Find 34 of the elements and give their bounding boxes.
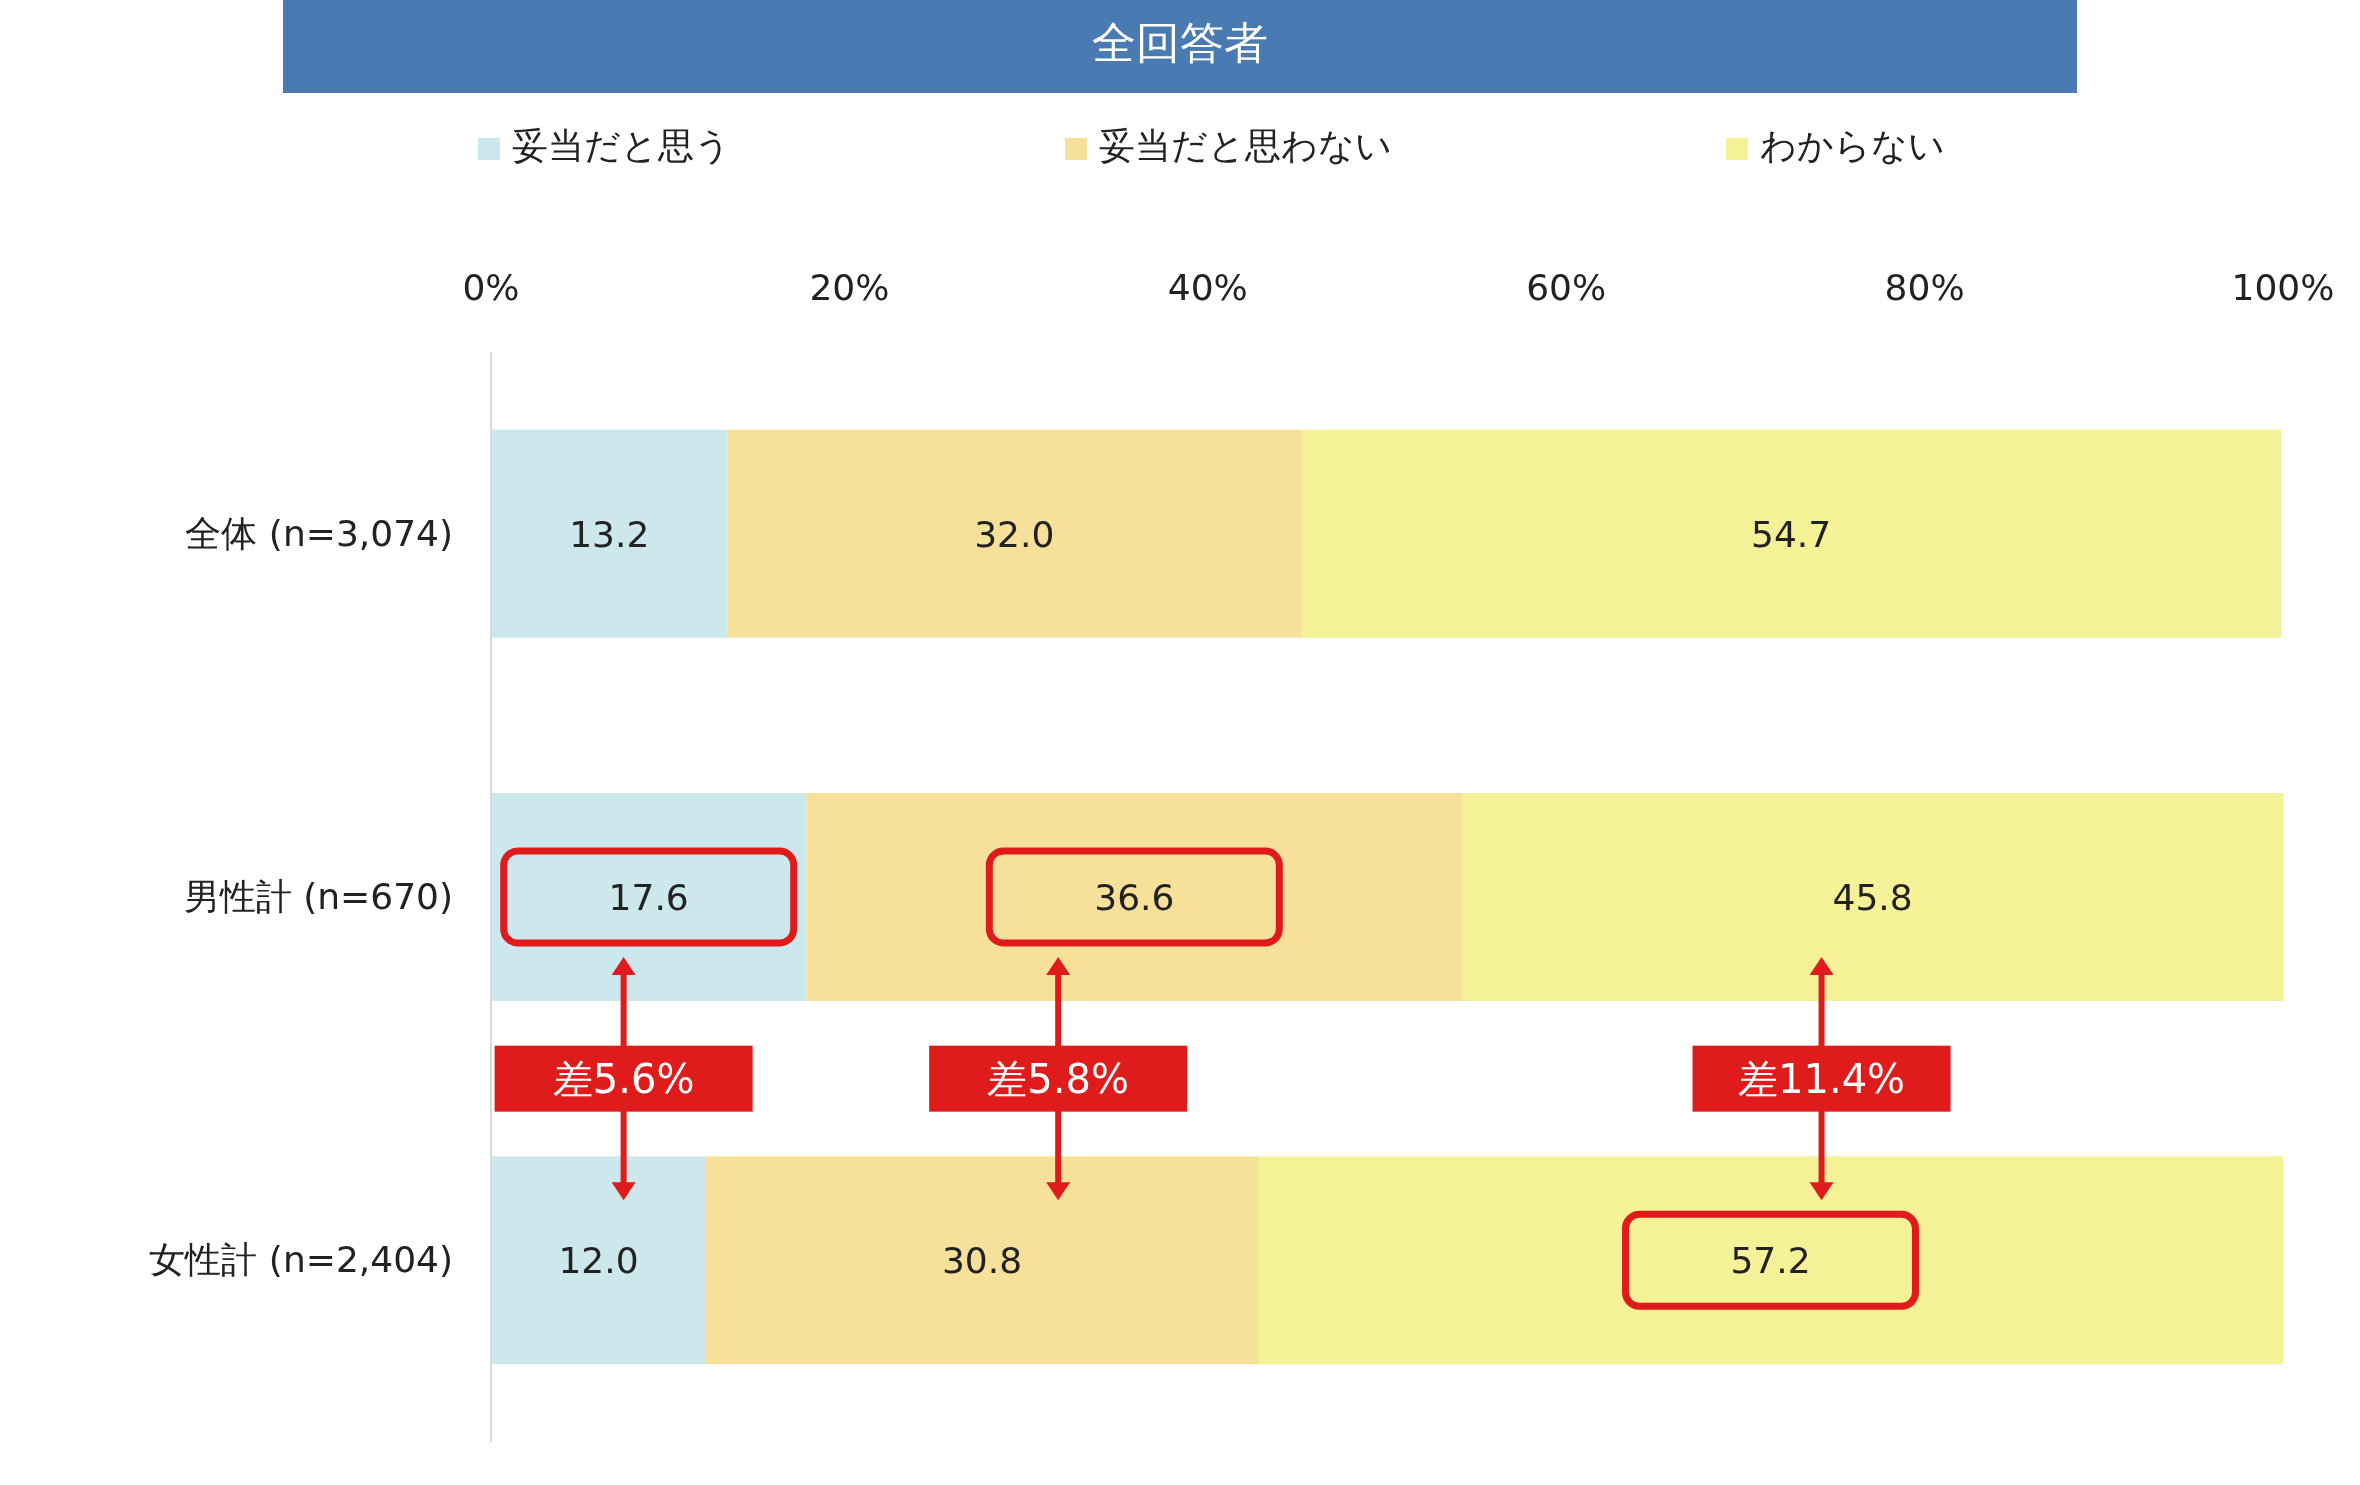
bar (491, 1156, 707, 1365)
legend-label: 妥当だと思う (512, 125, 731, 166)
legend-label: 妥当だと思わない (1099, 125, 1392, 166)
data-label: 32.0 (974, 513, 1055, 555)
x-tick-label: 100% (2231, 267, 2335, 308)
data-label: 36.6 (1094, 877, 1175, 918)
bar (727, 429, 1301, 638)
data-label: 54.7 (1751, 513, 1832, 555)
x-tick-label: 40% (1167, 267, 1248, 308)
x-tick-label: 0% (462, 267, 520, 308)
y-tick-label: 全体 (n=3,074) (185, 512, 453, 554)
data-label: 17.6 (608, 877, 689, 918)
bar (706, 1156, 1258, 1365)
bar (1462, 793, 2283, 1001)
chart-title: 全回答者 (1092, 17, 1268, 68)
y-tick-label: 男性計 (n=670) (183, 876, 453, 917)
bar (1257, 1156, 2283, 1365)
x-tick-label: 80% (1884, 267, 1965, 308)
annotation: 差5.6% (552, 1055, 695, 1102)
y-tick-label: 女性計 (n=2,404) (149, 1239, 453, 1281)
data-label: 12.0 (558, 1240, 639, 1282)
x-tick-label: 20% (809, 267, 890, 308)
data-label: 30.8 (941, 1240, 1023, 1282)
annotation: 差5.8% (987, 1055, 1129, 1102)
annotation: 差11.4% (1738, 1055, 1906, 1102)
data-label: 45.8 (1832, 877, 1913, 918)
bar (491, 429, 728, 638)
bar (806, 793, 1463, 1001)
data-label: 57.2 (1730, 1240, 1811, 1282)
bar (1300, 429, 2282, 638)
x-tick-label: 60% (1526, 267, 1607, 308)
legend-label: わからない (1760, 125, 1945, 166)
bar (491, 793, 807, 1001)
data-label: 13.2 (569, 513, 650, 555)
